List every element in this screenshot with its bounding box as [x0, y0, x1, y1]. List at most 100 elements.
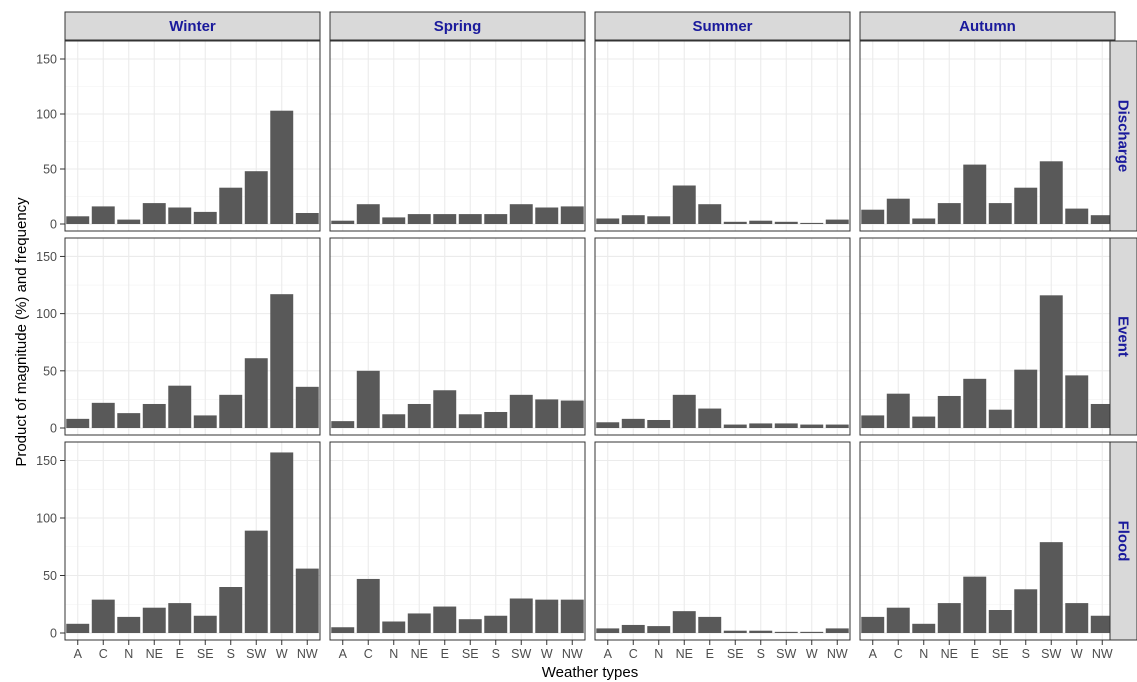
strip-background	[1109, 441, 1137, 641]
panel-flood-summer	[594, 441, 851, 641]
y-axis-layer: 0 50 100 150 0 50 100 150 0 50 100 150	[36, 53, 65, 641]
panel-border	[329, 441, 586, 641]
x-tick-label-sw: SW	[246, 647, 266, 661]
bar-discharge-spring-c	[356, 204, 380, 224]
bar-discharge-winter-a	[66, 216, 90, 224]
x-tick-label-n: N	[389, 647, 398, 661]
bar-event-autumn-w	[1065, 375, 1089, 428]
panel-border	[594, 237, 851, 436]
x-tick-label-a: A	[74, 647, 83, 661]
bar-flood-spring-c	[356, 578, 380, 633]
bar-discharge-winter-nw	[295, 213, 319, 224]
x-tick-label-sw: SW	[1041, 647, 1061, 661]
bar-flood-winter-sw	[244, 530, 268, 633]
bar-discharge-summer-ne	[672, 185, 696, 224]
x-tick-label-ne: NE	[941, 647, 958, 661]
bar-event-summer-sw	[774, 423, 798, 428]
x-tick-label-nw: NW	[827, 647, 848, 661]
bar-event-winter-a	[66, 418, 90, 428]
bar-event-summer-se	[723, 424, 747, 428]
panel-border	[64, 40, 321, 232]
bar-discharge-summer-w	[800, 222, 824, 224]
x-tick-label-c: C	[364, 647, 373, 661]
panel-event-summer	[594, 237, 851, 436]
x-tick-label-s: S	[757, 647, 765, 661]
x-tick-label-se: SE	[197, 647, 214, 661]
bar-flood-winter-n	[117, 616, 141, 633]
bar-event-winter-nw	[295, 386, 319, 428]
panel-discharge-summer	[594, 40, 851, 232]
bar-discharge-spring-s	[484, 214, 508, 224]
bar-flood-summer-se	[723, 630, 747, 633]
bar-event-winter-n	[117, 413, 141, 428]
bar-event-summer-e	[698, 408, 722, 428]
bar-flood-autumn-w	[1065, 603, 1089, 633]
bar-discharge-summer-nw	[825, 219, 849, 224]
bar-flood-summer-ne	[672, 611, 696, 633]
strip-background	[1109, 40, 1137, 232]
x-tick-label-sw: SW	[511, 647, 531, 661]
x-tick-label-ne: NE	[146, 647, 163, 661]
bar-event-winter-ne	[142, 403, 166, 428]
bar-discharge-spring-n	[382, 217, 406, 224]
panel-border	[594, 441, 851, 641]
bar-event-winter-s	[219, 394, 243, 428]
bar-event-summer-s	[749, 423, 773, 428]
x-tick-label-e: E	[971, 647, 979, 661]
strip-background	[859, 11, 1116, 41]
strips-layer: Winter Spring Summer Autumn Discharge Event Fl…	[64, 11, 1137, 641]
bar-flood-summer-e	[698, 616, 722, 633]
bar-discharge-summer-a	[596, 218, 620, 224]
bar-flood-spring-e	[433, 606, 457, 633]
bar-event-summer-w	[800, 424, 824, 428]
strip-winter: Winter	[64, 11, 321, 41]
y-axis-title: Product of magnitude (%) and frequency	[13, 197, 30, 467]
bar-flood-autumn-sw	[1039, 542, 1063, 633]
panel-event-autumn	[859, 237, 1116, 436]
y-tick-label: 0	[50, 627, 57, 641]
x-tick-label-e: E	[706, 647, 714, 661]
panel-discharge-winter	[64, 40, 321, 232]
bar-flood-spring-n	[382, 621, 406, 633]
x-tick-label-ne: NE	[411, 647, 428, 661]
bar-flood-summer-a	[596, 628, 620, 633]
panel-border	[64, 441, 321, 641]
strip-label-flood: Flood	[1115, 521, 1132, 562]
bar-flood-winter-s	[219, 587, 243, 633]
bar-flood-spring-nw	[560, 599, 584, 633]
y-tick-label: 50	[43, 163, 57, 177]
panel-background	[595, 442, 850, 640]
bar-discharge-winter-n	[117, 219, 141, 224]
bar-event-autumn-se	[988, 409, 1012, 428]
strip-summer: Summer	[594, 11, 851, 41]
bar-flood-autumn-a	[861, 616, 885, 633]
x-tick-label-s: S	[227, 647, 235, 661]
bar-discharge-spring-se	[458, 214, 482, 224]
bar-discharge-winter-se	[193, 211, 217, 224]
x-tick-label-nw: NW	[297, 647, 318, 661]
strip-label-event: Event	[1115, 316, 1132, 357]
x-tick-label-sw: SW	[776, 647, 796, 661]
bar-flood-autumn-ne	[937, 603, 961, 633]
x-tick-label-s: S	[492, 647, 500, 661]
panel-border	[329, 40, 586, 232]
x-tick-label-c: C	[629, 647, 638, 661]
x-tick-label-se: SE	[727, 647, 744, 661]
strip-label-summer: Summer	[692, 18, 752, 35]
bar-discharge-autumn-nw	[1090, 215, 1114, 224]
panel-background	[595, 238, 850, 435]
x-tick-label-c: C	[894, 647, 903, 661]
bar-flood-summer-c	[621, 624, 645, 633]
x-tick-label-s: S	[1022, 647, 1030, 661]
y-tick-label: 150	[36, 53, 57, 67]
bar-flood-summer-sw	[774, 631, 798, 633]
bar-discharge-spring-nw	[560, 206, 584, 224]
strip-background	[594, 11, 851, 41]
panel-flood-autumn	[859, 441, 1116, 641]
bar-flood-spring-se	[458, 619, 482, 633]
bar-flood-autumn-e	[963, 576, 987, 633]
panels-layer	[64, 40, 1116, 641]
bar-event-spring-c	[356, 370, 380, 428]
bar-flood-winter-e	[168, 603, 192, 633]
panel-discharge-autumn	[859, 40, 1116, 232]
